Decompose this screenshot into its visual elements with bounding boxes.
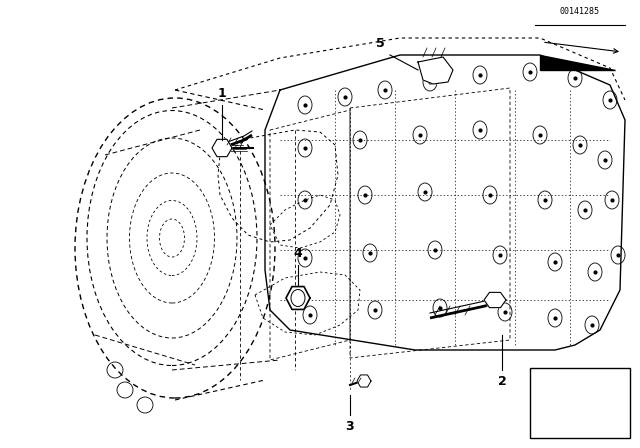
Polygon shape [540,55,615,70]
Text: 5: 5 [376,37,385,50]
Polygon shape [418,57,453,84]
Text: 1: 1 [218,87,227,100]
Polygon shape [212,139,232,157]
Text: 2: 2 [498,375,506,388]
Text: 3: 3 [346,420,355,433]
Polygon shape [357,375,371,387]
Bar [530,368,630,438]
Polygon shape [286,287,310,310]
Polygon shape [484,293,506,308]
Text: 00141285: 00141285 [560,7,600,16]
Text: 4: 4 [294,247,302,260]
